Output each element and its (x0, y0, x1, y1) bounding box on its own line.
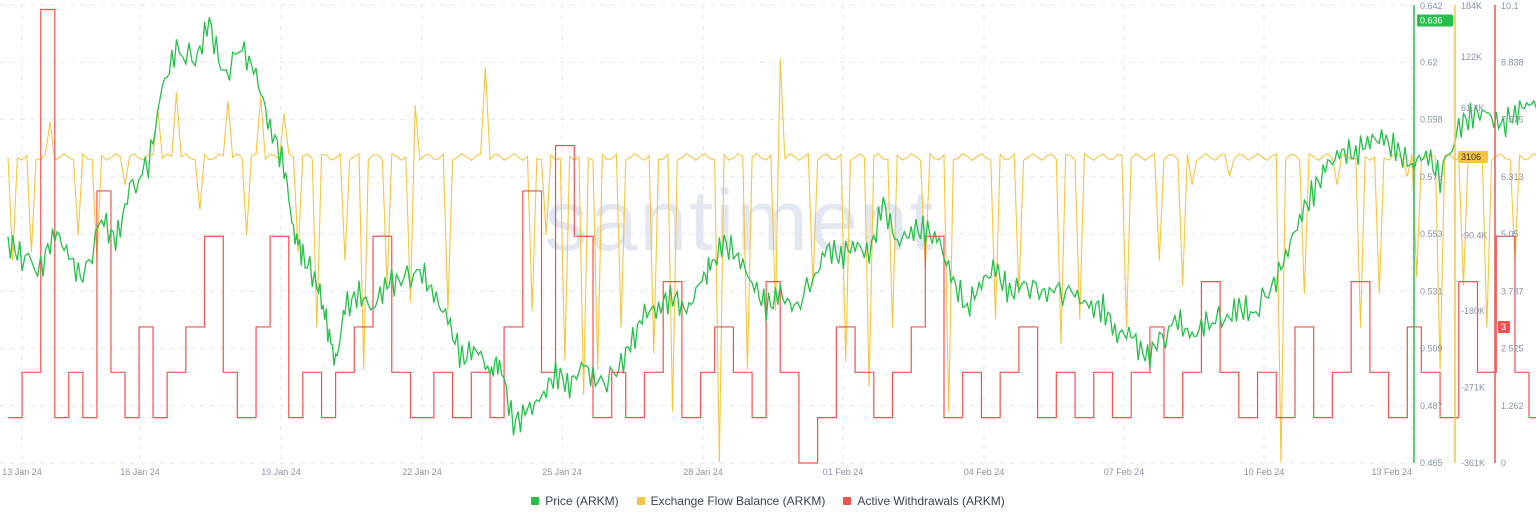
x-tick-label: 19 Jan 24 (261, 467, 301, 477)
legend-item-withdrawals[interactable]: Active Withdrawals (ARKM) (843, 494, 1005, 508)
x-tick-label: 22 Jan 24 (402, 467, 442, 477)
y-tick-label-withdrawals: 0 (1501, 458, 1506, 468)
legend-item-flow[interactable]: Exchange Flow Balance (ARKM) (636, 494, 826, 508)
legend-item-price[interactable]: Price (ARKM) (531, 494, 619, 508)
y-tick-label-withdrawals: 2.525 (1501, 344, 1524, 354)
y-tick-label-flow: 61.4K (1461, 103, 1485, 113)
x-tick-label: 13 Jan 24 (2, 467, 42, 477)
y-tick-label-withdrawals: 10.1 (1501, 1, 1519, 11)
y-tick-label-flow: -180K (1461, 306, 1485, 316)
x-tick-label: 16 Jan 24 (120, 467, 160, 477)
y-tick-label-price: 0.465 (1420, 458, 1443, 468)
x-tick-label: 04 Feb 24 (964, 467, 1005, 477)
y-tick-label-flow: 184K (1461, 1, 1482, 11)
flow-last-badge-bg (1458, 151, 1488, 164)
legend-swatch-flow (636, 497, 645, 505)
x-tick-label: 01 Feb 24 (823, 467, 864, 477)
withdrawals-last-badge: 3 (1501, 322, 1506, 332)
y-tick-label-withdrawals: 8.838 (1501, 57, 1524, 67)
y-tick-label-price: 0.598 (1420, 115, 1443, 125)
withdrawals-line (8, 8, 1536, 464)
y-tick-label-price: 0.553 (1420, 229, 1443, 239)
y-tick-label-price: 0.531 (1420, 286, 1443, 296)
y-tick-label-flow: -90.4K (1461, 231, 1488, 241)
y-tick-label-price: 0.62 (1420, 57, 1438, 67)
y-tick-label-flow: -271K (1461, 382, 1485, 392)
y-tick-label-withdrawals: 3.787 (1501, 286, 1524, 296)
legend-swatch-price (531, 497, 540, 505)
y-tick-label-withdrawals: 7.575 (1501, 115, 1524, 125)
legend-label-flow: Exchange Flow Balance (ARKM) (650, 494, 826, 508)
price-line (7, 17, 1536, 436)
y-tick-label-withdrawals: 5.05 (1501, 229, 1519, 239)
y-tick-label-withdrawals: 1.262 (1501, 401, 1524, 411)
legend-label-withdrawals: Active Withdrawals (ARKM) (857, 494, 1005, 508)
flow-line (7, 58, 1536, 463)
y-tick-label-flow: 122K (1461, 52, 1482, 62)
y-tick-label-price: 0.487 (1420, 401, 1443, 411)
x-tick-label: 13 Feb 24 (1371, 467, 1412, 477)
x-tick-label: 07 Feb 24 (1104, 467, 1145, 477)
x-tick-label: 10 Feb 24 (1244, 467, 1285, 477)
price-last-badge-bg (1417, 14, 1453, 27)
legend-label-price: Price (ARKM) (545, 494, 619, 508)
price-last-badge: 0.636 (1420, 16, 1443, 26)
y-tick-label-withdrawals: 6.313 (1501, 172, 1524, 182)
x-tick-label: 28 Jan 24 (683, 467, 723, 477)
legend-swatch-withdrawals (843, 497, 852, 505)
legend: Price (ARKM) Exchange Flow Balance (ARKM… (0, 490, 1536, 512)
y-tick-label-price: 0.642 (1420, 1, 1443, 11)
x-tick-label: 25 Jan 24 (542, 467, 582, 477)
y-tick-label-price: 0.576 (1420, 172, 1443, 182)
flow-last-badge: 3106 (1461, 152, 1481, 162)
y-tick-label-flow: -361K (1461, 458, 1485, 468)
withdrawals-last-badge-bg (1498, 320, 1510, 333)
y-tick-label-price: 0.509 (1420, 344, 1443, 354)
watermark: santiment (545, 173, 936, 269)
